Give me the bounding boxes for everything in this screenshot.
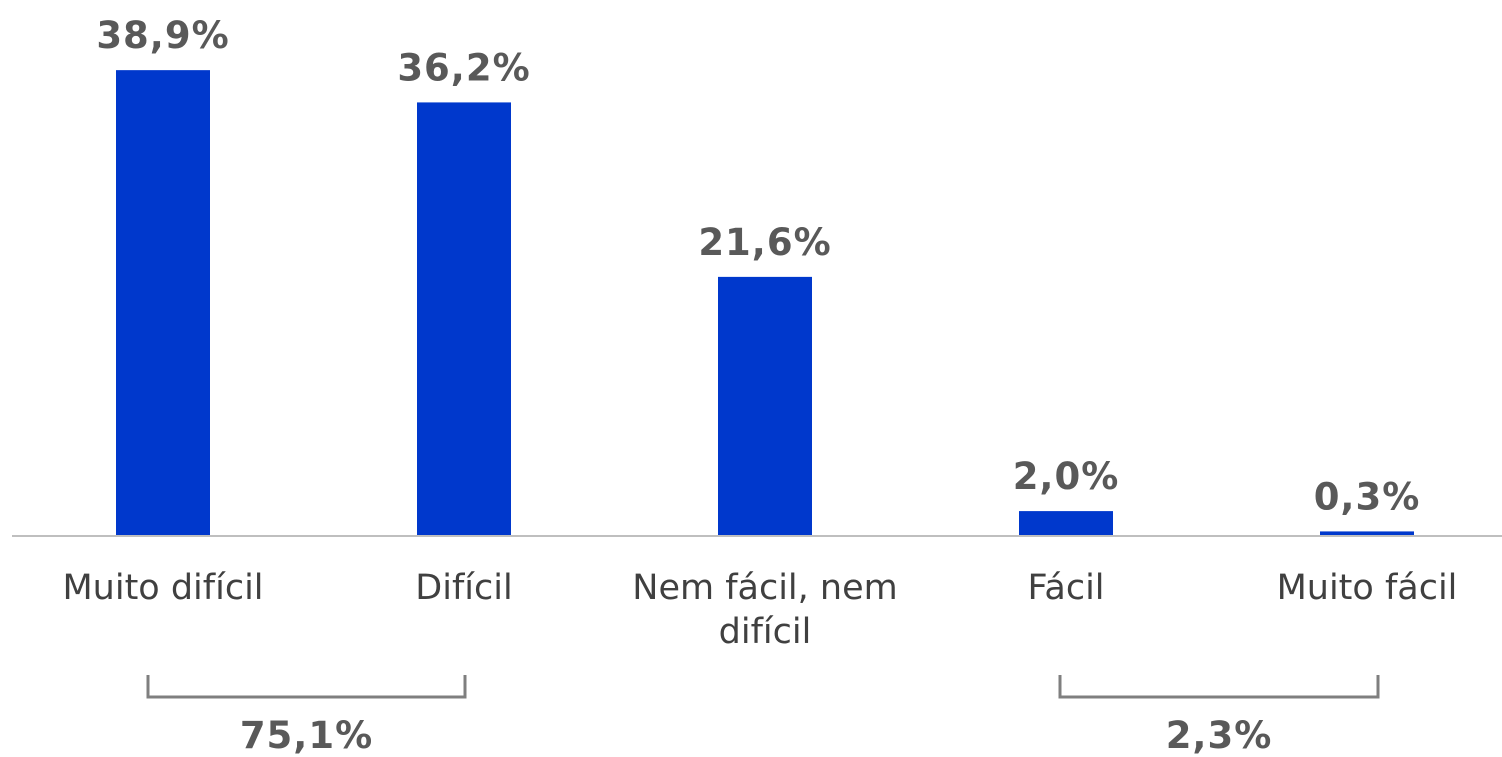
value-label: 36,2%	[397, 46, 530, 89]
value-label: 21,6%	[698, 221, 831, 264]
x-tick-label: Difícil	[415, 568, 513, 608]
value-label: 38,9%	[96, 14, 229, 57]
bar	[718, 276, 812, 535]
bracket	[1058, 675, 1380, 699]
value-label: 0,3%	[1314, 475, 1421, 518]
bar	[1019, 511, 1113, 535]
x-tick-label: Muito fácil	[1276, 568, 1458, 608]
bar	[417, 102, 511, 535]
x-tick-label: Muito difícil	[62, 568, 264, 608]
annotation: 75,1%	[240, 714, 373, 757]
bar	[1320, 531, 1414, 535]
x-tick-label: Fácil	[1027, 568, 1105, 608]
annotation: 2,3%	[1166, 714, 1273, 757]
bar	[116, 70, 210, 536]
x-tick-label: Nem fácil, nem difícil	[632, 568, 898, 652]
bracket	[146, 675, 467, 699]
value-label: 2,0%	[1013, 455, 1120, 498]
